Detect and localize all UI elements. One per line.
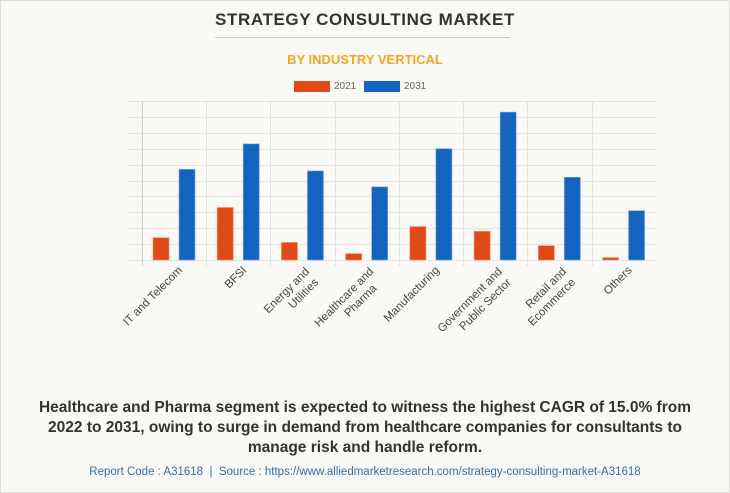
bar-2031-bfsi bbox=[242, 143, 260, 261]
x-tick-label: Manufacturing bbox=[382, 264, 442, 324]
bar-2031-government-and-public-sector bbox=[499, 111, 517, 261]
bar-2021-others bbox=[602, 257, 619, 261]
bar-2031-retail-and-ecommerce bbox=[564, 177, 581, 261]
bars bbox=[152, 111, 645, 261]
x-tick-label: IT and Telecom bbox=[121, 264, 185, 328]
x-tick-label-line: BFSI bbox=[223, 264, 250, 291]
report-code: Report Code : A31618 bbox=[89, 466, 204, 478]
legend-label-2021: 2021 bbox=[334, 81, 357, 92]
bar-2021-retail-and-ecommerce bbox=[538, 245, 555, 261]
chart-title: STRATEGY CONSULTING MARKET bbox=[215, 10, 515, 29]
source-footer: Report Code : A31618 | Source : https://… bbox=[0, 466, 730, 478]
bar-2031-it-and-telecom bbox=[178, 169, 196, 261]
chart-subtitle: BY INDUSTRY VERTICAL bbox=[287, 52, 443, 67]
legend-swatch-2021 bbox=[294, 81, 330, 92]
source-link[interactable]: Source : https://www.alliedmarketresearc… bbox=[218, 466, 641, 478]
x-tick-label: Others bbox=[602, 264, 635, 297]
bar-2031-others bbox=[628, 210, 645, 261]
x-tick-label-line: Manufacturing bbox=[382, 264, 442, 324]
bar-2031-manufacturing bbox=[435, 148, 453, 261]
x-axis-labels: IT and Telecom BFSI Energy andUtilitiesHea… bbox=[121, 264, 635, 335]
x-tick-label: BFSI bbox=[223, 264, 250, 291]
x-tick-label-line: IT and Telecom bbox=[121, 264, 185, 328]
bar-2031-energy-and-utilities bbox=[307, 170, 324, 261]
bar-2021-it-and-telecom bbox=[152, 237, 170, 261]
chart-caption: Healthcare and Pharma segment is expecte… bbox=[38, 399, 692, 456]
bar-2031-healthcare-and-pharma bbox=[371, 186, 388, 261]
legend-swatch-2031 bbox=[364, 81, 400, 92]
bar-2021-energy-and-utilities bbox=[281, 242, 298, 261]
bar-2021-government-and-public-sector bbox=[473, 231, 491, 261]
title-divider bbox=[215, 37, 510, 38]
legend-item-2031[interactable]: 2031 bbox=[364, 81, 426, 92]
bar-2021-healthcare-and-pharma bbox=[345, 253, 362, 261]
bar-2021-manufacturing bbox=[409, 226, 427, 261]
footer-separator: | bbox=[209, 466, 213, 478]
x-tick-label-line: Others bbox=[602, 264, 635, 297]
legend-item-2021[interactable]: 2021 bbox=[294, 81, 356, 92]
bar-chart: IT and Telecom BFSI Energy andUtilitiesHea… bbox=[121, 101, 657, 335]
bar-2021-bfsi bbox=[216, 207, 234, 261]
legend-label-2031: 2031 bbox=[404, 81, 427, 92]
